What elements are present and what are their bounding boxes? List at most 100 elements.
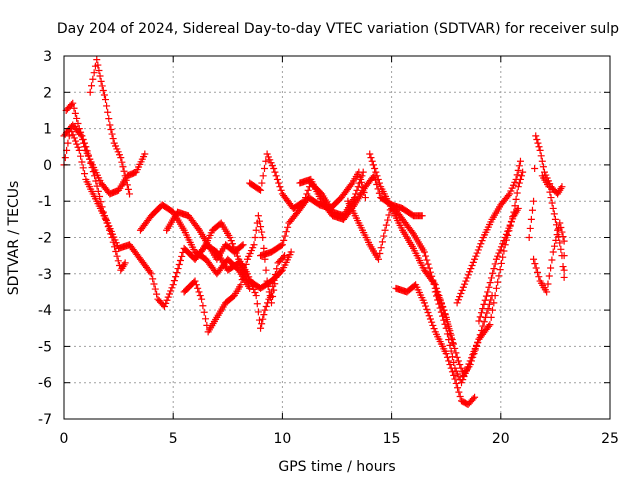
data-point xyxy=(260,311,268,319)
data-point xyxy=(471,344,479,352)
data-point xyxy=(440,316,448,324)
data-point xyxy=(442,324,450,332)
data-point xyxy=(124,185,132,193)
data-point xyxy=(500,247,508,255)
data-point xyxy=(194,225,202,233)
data-point xyxy=(174,265,182,273)
x-tick-label: 5 xyxy=(169,431,178,447)
data-point xyxy=(103,102,111,110)
data-point xyxy=(509,215,517,223)
data-point xyxy=(95,67,103,75)
data-point xyxy=(258,320,266,328)
data-point xyxy=(167,287,175,295)
data-point xyxy=(525,234,533,241)
data-point xyxy=(255,217,263,225)
data-point xyxy=(262,302,270,310)
data-point xyxy=(354,183,362,191)
data-point xyxy=(176,256,184,264)
data-point xyxy=(369,161,377,169)
data-point xyxy=(424,260,432,268)
data-point xyxy=(83,147,91,155)
data-point xyxy=(272,172,280,180)
data-point xyxy=(551,215,559,223)
data-point xyxy=(466,357,474,365)
data-point xyxy=(382,221,390,229)
data-point xyxy=(353,186,361,194)
data-point xyxy=(495,249,503,257)
data-point xyxy=(554,226,562,234)
data-point xyxy=(279,253,287,261)
data-point xyxy=(257,223,265,231)
data-point xyxy=(462,366,470,374)
data-point xyxy=(441,320,449,328)
data-point xyxy=(454,384,462,392)
data-point xyxy=(108,130,116,138)
data-point xyxy=(560,273,568,281)
data-point xyxy=(504,191,512,199)
data-point xyxy=(485,283,493,291)
data-point xyxy=(467,265,475,273)
data-point xyxy=(469,395,477,403)
data-point xyxy=(192,281,200,289)
data-point xyxy=(70,104,78,112)
series-sat-t xyxy=(538,172,568,281)
data-point xyxy=(534,139,542,147)
data-point xyxy=(252,226,260,234)
data-point xyxy=(358,172,366,180)
data-point xyxy=(147,270,155,278)
y-tick-label: 3 xyxy=(43,49,52,65)
data-point xyxy=(431,288,439,296)
data-point xyxy=(547,194,555,202)
data-point xyxy=(277,186,285,194)
data-point xyxy=(258,228,266,236)
data-point xyxy=(108,234,116,241)
data-point xyxy=(263,277,271,285)
data-point xyxy=(455,388,463,396)
data-point xyxy=(500,237,508,245)
data-point xyxy=(261,306,269,314)
data-point xyxy=(422,252,430,260)
data-point xyxy=(475,317,483,325)
data-point xyxy=(447,347,455,355)
data-point xyxy=(153,290,161,298)
data-point xyxy=(74,143,82,151)
data-point xyxy=(446,341,454,349)
data-point xyxy=(470,348,478,356)
data-point xyxy=(371,165,379,173)
data-point xyxy=(238,242,246,250)
data-point xyxy=(426,315,434,323)
data-point xyxy=(172,273,180,281)
data-point xyxy=(194,284,202,292)
data-point xyxy=(436,304,444,312)
data-point xyxy=(454,357,462,365)
data-point xyxy=(74,120,82,128)
data-point xyxy=(93,56,101,64)
data-point xyxy=(420,248,428,256)
data-point xyxy=(252,292,260,300)
data-point xyxy=(480,318,488,326)
data-point xyxy=(163,296,171,304)
data-point xyxy=(251,234,259,241)
data-point xyxy=(482,292,490,300)
data-point xyxy=(552,236,560,244)
data-point xyxy=(526,224,534,232)
data-point xyxy=(374,255,382,263)
data-point xyxy=(408,228,416,236)
data-point xyxy=(476,243,484,251)
data-point xyxy=(506,221,514,229)
data-point xyxy=(484,288,492,296)
data-point xyxy=(477,240,485,248)
data-point xyxy=(264,299,272,307)
data-point xyxy=(99,208,107,216)
data-point xyxy=(270,276,278,284)
data-point xyxy=(245,273,253,281)
data-point xyxy=(456,392,464,400)
data-point xyxy=(281,232,289,240)
data-point xyxy=(384,216,392,224)
data-point xyxy=(355,168,363,176)
y-tick-label: -1 xyxy=(38,194,52,210)
data-point xyxy=(111,243,119,251)
data-point xyxy=(356,173,364,181)
data-point xyxy=(198,295,206,303)
